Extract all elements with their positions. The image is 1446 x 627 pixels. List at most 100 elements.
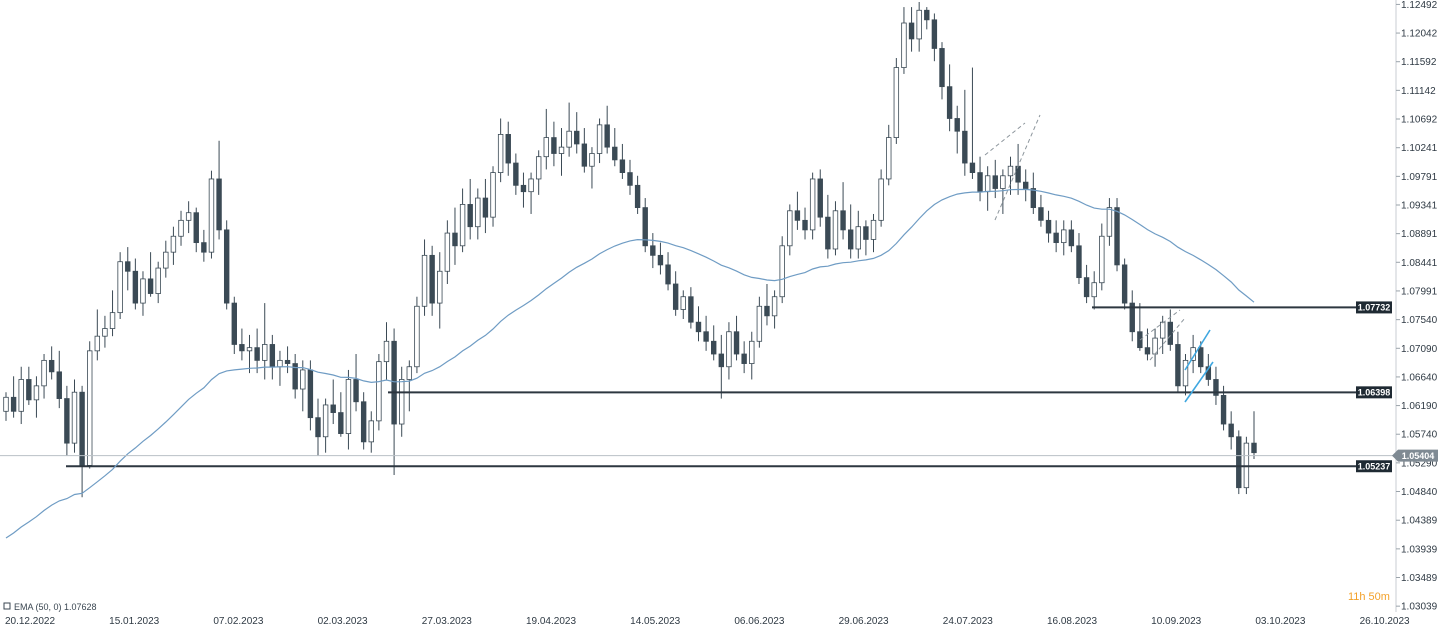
candle-body-down — [612, 146, 618, 161]
price-tick-label: 1.06190 — [1401, 401, 1438, 412]
candle-body-down — [330, 404, 336, 413]
date-tick-label: 29.06.2023 — [839, 616, 889, 627]
candle-body-down — [239, 344, 245, 352]
candle — [1175, 331, 1181, 393]
candle-body-down — [962, 130, 968, 164]
candle — [1030, 172, 1037, 214]
candle-body-down — [733, 331, 740, 355]
candle — [1137, 303, 1143, 351]
candle — [870, 213, 877, 253]
candle-body-up — [589, 153, 595, 167]
price-axis[interactable]: 1.12492 1.12042 1.11592 1.11142 1.10692 1.102… — [1395, 0, 1438, 613]
candle — [1228, 411, 1234, 450]
candle-body-down — [338, 412, 344, 434]
dashed-channel-line[interactable] — [984, 122, 1026, 156]
candle — [353, 354, 359, 412]
flag-channel-line[interactable] — [1184, 329, 1211, 371]
candle — [1106, 198, 1113, 246]
price-tick-label: 1.07991 — [1401, 286, 1438, 297]
level-1.07732[interactable]: 1.07732 — [1092, 301, 1392, 314]
candle — [1182, 354, 1189, 396]
candle-body-up — [490, 172, 496, 218]
candle-body-up — [787, 210, 793, 247]
candle — [528, 172, 534, 214]
indicator-legend[interactable]: EMA (50, 0) 1.07628 — [3, 602, 97, 612]
candle-body-down — [847, 229, 854, 250]
dashed-channel-line[interactable] — [1139, 309, 1181, 341]
candle — [391, 328, 397, 475]
flag-channel-line[interactable] — [1184, 361, 1214, 403]
candle-body-up — [444, 232, 451, 272]
date-tick-label: 15.01.2023 — [109, 616, 159, 627]
candle — [132, 258, 139, 310]
date-tick-label: 20.12.2022 — [5, 616, 55, 627]
price-tick-label: 1.04840 — [1401, 487, 1438, 498]
candle — [551, 121, 557, 167]
candle-body-up — [528, 178, 534, 193]
candle — [102, 315, 108, 348]
candle-body-down — [939, 48, 945, 88]
price-tick-label: 1.05740 — [1401, 430, 1438, 441]
price-tick-label: 1.08891 — [1401, 229, 1438, 240]
candle — [269, 334, 276, 380]
candle-body-down — [581, 143, 588, 167]
candle — [604, 105, 610, 154]
candle — [1023, 169, 1029, 202]
candle — [1121, 258, 1128, 310]
candle-body-down — [969, 162, 976, 173]
dashed-channel-line[interactable] — [1149, 317, 1186, 361]
candle — [1068, 220, 1075, 253]
candle-body-down — [353, 379, 359, 403]
candle — [505, 121, 511, 176]
candle-body-up — [779, 245, 785, 298]
candle — [672, 271, 679, 316]
candle-body-down — [642, 207, 648, 247]
price-tick-label: 1.04389 — [1401, 516, 1438, 527]
candle — [490, 166, 496, 227]
candle — [513, 153, 519, 195]
candle-body-up — [771, 296, 778, 317]
candle — [79, 385, 85, 498]
candle — [452, 207, 458, 265]
level-1.06398[interactable]: 1.06398 — [388, 386, 1392, 399]
candle — [223, 220, 230, 310]
candle-body-down — [794, 210, 801, 221]
candle — [1099, 223, 1105, 291]
candle-body-up — [1159, 321, 1166, 339]
candle — [908, 7, 915, 52]
candle — [1083, 264, 1090, 304]
indicator-menu-icon[interactable] — [3, 602, 11, 610]
candle — [627, 159, 633, 195]
price-tick-label: 1.09791 — [1401, 172, 1438, 183]
candle-body-up — [41, 359, 47, 387]
date-axis[interactable]: 20.12.2022 15.01.2023 07.02.2023 02.03.2023… — [5, 616, 1410, 627]
dashed-channel-line[interactable] — [994, 114, 1041, 221]
candle-body-up — [277, 359, 283, 368]
candle — [109, 290, 116, 337]
candle — [56, 350, 62, 409]
candle-body-up — [497, 134, 504, 173]
candle-body-down — [1121, 264, 1128, 304]
date-tick-label: 03.10.2023 — [1255, 616, 1305, 627]
candle-body-down — [574, 130, 580, 145]
candle — [64, 385, 70, 456]
candle-body-down — [26, 379, 32, 401]
candle-body-up — [809, 178, 816, 231]
candle — [581, 128, 588, 173]
candle — [360, 392, 367, 450]
candle — [543, 108, 549, 170]
level-1.05237[interactable]: 1.05237 — [66, 460, 1392, 473]
price-tick-label: 1.03489 — [1401, 573, 1438, 584]
candle-body-up — [300, 369, 306, 390]
level-tag-text: 1.06398 — [1358, 388, 1391, 398]
candle — [1167, 309, 1173, 351]
candle-body-down — [125, 261, 131, 272]
candle — [178, 210, 184, 246]
candle-body-up — [155, 267, 161, 294]
candle — [946, 64, 953, 132]
candle — [840, 182, 846, 240]
candle — [962, 89, 968, 176]
price-tick-label: 1.07090 — [1401, 344, 1438, 355]
candle-body-down — [505, 134, 511, 164]
